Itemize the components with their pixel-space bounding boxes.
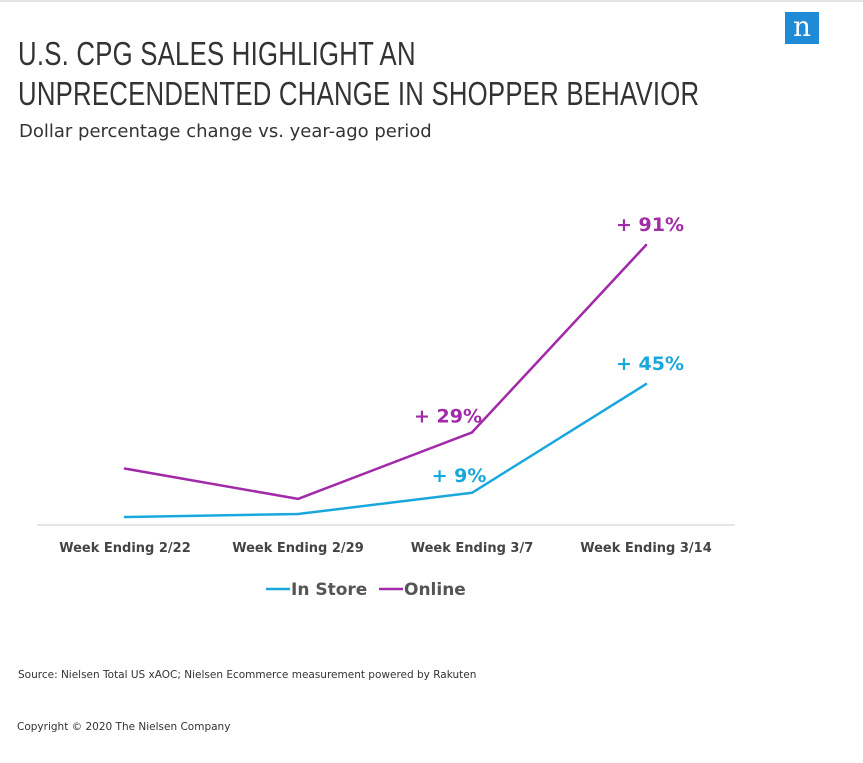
legend-label-online: Online — [404, 580, 466, 600]
data-labels: + 9% + 45% + 29% + 91% — [414, 214, 684, 487]
x-tick-label: Week Ending 2/29 — [232, 541, 364, 556]
nielsen-logo: n — [785, 12, 819, 44]
legend-item-in-store: In Store — [266, 580, 367, 600]
data-point-online — [296, 497, 300, 501]
chart-title: U.S. CPG SALES HIGHLIGHT AN UNPRECENDENT… — [18, 34, 699, 114]
data-label-in-store: + 45% — [616, 353, 684, 375]
x-tick-label: Week Ending 3/14 — [580, 541, 712, 556]
series-layer — [123, 243, 648, 519]
series-line-online — [123, 243, 648, 501]
copyright-note: Copyright © 2020 The Nielsen Company — [17, 721, 231, 733]
x-tick-label: Week Ending 3/7 — [411, 541, 534, 556]
data-label-online: + 91% — [616, 214, 684, 236]
legend-label-in-store: In Store — [291, 580, 367, 600]
source-note: Source: Nielsen Total US xAOC; Nielsen E… — [18, 669, 477, 681]
data-point-in-store — [470, 491, 474, 494]
series-line-in-store — [123, 382, 648, 519]
x-axis-ticks: Week Ending 2/22 Week Ending 2/29 Week End… — [59, 541, 712, 556]
data-label-online: + 29% — [414, 405, 482, 427]
chart-subtitle: Dollar percentage change vs. year-ago pe… — [19, 121, 432, 142]
data-point-online — [644, 243, 648, 247]
data-point-online — [470, 431, 474, 434]
data-point-in-store — [644, 382, 648, 386]
data-point-online — [123, 467, 127, 470]
chart-title-line-1: U.S. CPG SALES HIGHLIGHT AN — [18, 35, 416, 72]
top-divider — [0, 0, 863, 2]
x-tick-label: Week Ending 2/22 — [59, 541, 191, 556]
legend: In Store Online — [266, 580, 466, 600]
line-chart: Week Ending 2/22 Week Ending 2/29 Week End… — [37, 214, 735, 600]
chart-title-line-2: UNPRECENDENTED CHANGE IN SHOPPER BEHAVIO… — [18, 75, 700, 112]
data-label-in-store: + 9% — [432, 465, 487, 487]
data-point-in-store — [123, 515, 127, 519]
legend-item-online: Online — [379, 580, 466, 600]
data-point-in-store — [296, 512, 300, 516]
